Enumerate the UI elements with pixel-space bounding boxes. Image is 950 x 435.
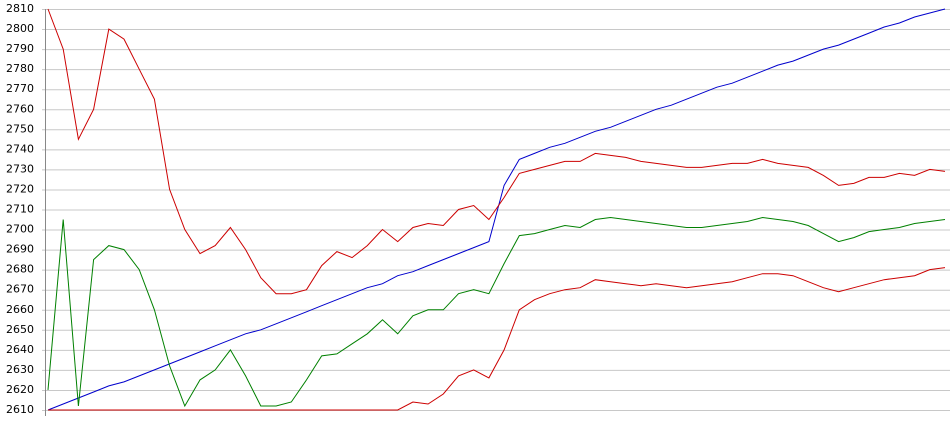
y-tick-label: 2650	[6, 323, 34, 336]
y-tick-label: 2730	[6, 162, 34, 175]
series-line	[47, 8, 946, 295]
y-tick-label: 2720	[6, 182, 34, 195]
y-tick-label: 2800	[6, 22, 34, 35]
y-tick-label: 2680	[6, 263, 34, 276]
y-tick-label: 2710	[6, 203, 34, 216]
y-tick-label: 2610	[6, 403, 34, 416]
y-tick-label: 2750	[6, 122, 34, 135]
y-tick-label: 2740	[6, 142, 34, 155]
y-tick-label: 2670	[6, 283, 34, 296]
y-tick-label: 2660	[6, 303, 34, 316]
y-tick-label: 2790	[6, 42, 34, 55]
series-line	[47, 216, 946, 408]
y-tick-label: 2700	[6, 223, 34, 236]
series-line	[48, 267, 946, 411]
y-tick-label: 2620	[6, 383, 34, 396]
y-tick-label: 2690	[6, 243, 34, 256]
y-tick-label: 2630	[6, 363, 34, 376]
series-line	[47, 8, 946, 411]
y-tick-label: 2810	[6, 2, 34, 15]
y-tick-label: 2760	[6, 102, 34, 115]
y-tick-label: 2640	[6, 343, 34, 356]
y-tick-label: 2770	[6, 82, 34, 95]
y-tick-label: 2780	[6, 62, 34, 75]
